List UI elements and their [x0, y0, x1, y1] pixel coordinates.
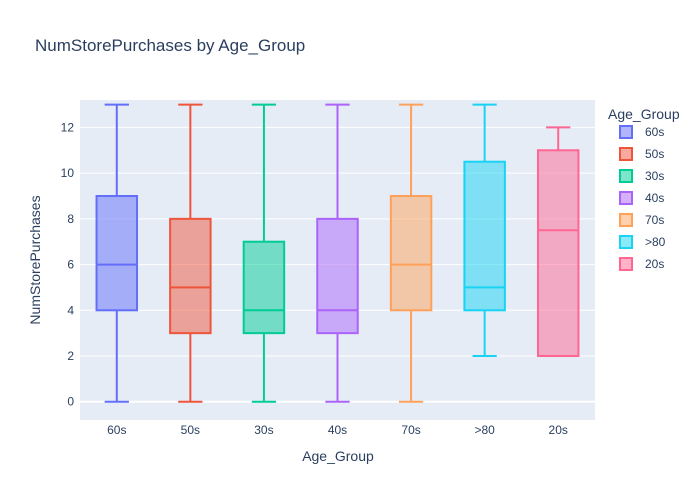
box-50s [169, 103, 212, 403]
y-tick-label: 4 [67, 303, 74, 317]
legend-swatch [619, 235, 633, 249]
legend-title: Age_Group [608, 106, 680, 122]
legend: 60s 50s 30s 40s 70s >80 20s [619, 125, 666, 271]
boxes [95, 103, 580, 403]
iqr-box [389, 195, 433, 312]
legend-item[interactable]: >80 [619, 235, 666, 249]
legend-swatch [619, 257, 633, 271]
x-axis-ticks: 60s 50s 30s 40s 70s >80 20s [107, 423, 568, 437]
legend-label: 60s [645, 125, 664, 139]
legend-label: 20s [645, 257, 664, 271]
x-tick-label: 20s [549, 423, 568, 437]
legend-swatch [619, 191, 633, 205]
legend-item[interactable]: 20s [619, 257, 664, 271]
y-tick-label: 8 [67, 212, 74, 226]
legend-label: 70s [645, 213, 664, 227]
x-tick-label: 30s [254, 423, 273, 437]
y-axis-title: NumStorePurchases [27, 195, 43, 324]
x-tick-label: 70s [401, 423, 420, 437]
x-tick-label: 60s [107, 423, 126, 437]
iqr-box [242, 240, 286, 335]
iqr-box [316, 217, 359, 335]
box-30s [242, 103, 286, 403]
legend-label: 30s [645, 169, 664, 183]
iqr-box [95, 195, 139, 312]
x-axis-title: Age_Group [302, 448, 374, 464]
legend-item[interactable]: 70s [619, 213, 664, 227]
legend-item[interactable]: 30s [619, 169, 664, 183]
legend-item[interactable]: 40s [619, 191, 664, 205]
x-tick-label: >80 [474, 423, 495, 437]
legend-label: 50s [645, 147, 664, 161]
legend-label: 40s [645, 191, 664, 205]
y-tick-label: 10 [61, 166, 75, 180]
x-tick-label: 40s [328, 423, 347, 437]
legend-swatch [619, 147, 633, 161]
legend-label: >80 [645, 235, 666, 249]
y-tick-label: 2 [67, 349, 74, 363]
y-tick-label: 0 [67, 395, 74, 409]
legend-swatch [619, 169, 633, 183]
box-40s [316, 103, 359, 403]
box-20s [536, 126, 580, 357]
y-axis-ticks: 0 2 4 6 8 10 12 [61, 120, 75, 408]
legend-item[interactable]: 50s [619, 147, 664, 161]
y-tick-label: 6 [67, 258, 74, 272]
y-tick-label: 12 [61, 120, 75, 134]
legend-item[interactable]: 60s [619, 125, 664, 139]
box-60s [95, 103, 139, 403]
iqr-box [169, 217, 212, 335]
x-tick-label: 50s [181, 423, 200, 437]
box-70s [389, 103, 433, 403]
iqr-box [463, 160, 506, 312]
iqr-box [536, 149, 580, 357]
chart-title: NumStorePurchases by Age_Group [35, 36, 305, 55]
legend-swatch [619, 213, 633, 227]
box->80 [463, 103, 506, 357]
legend-swatch [619, 125, 633, 139]
